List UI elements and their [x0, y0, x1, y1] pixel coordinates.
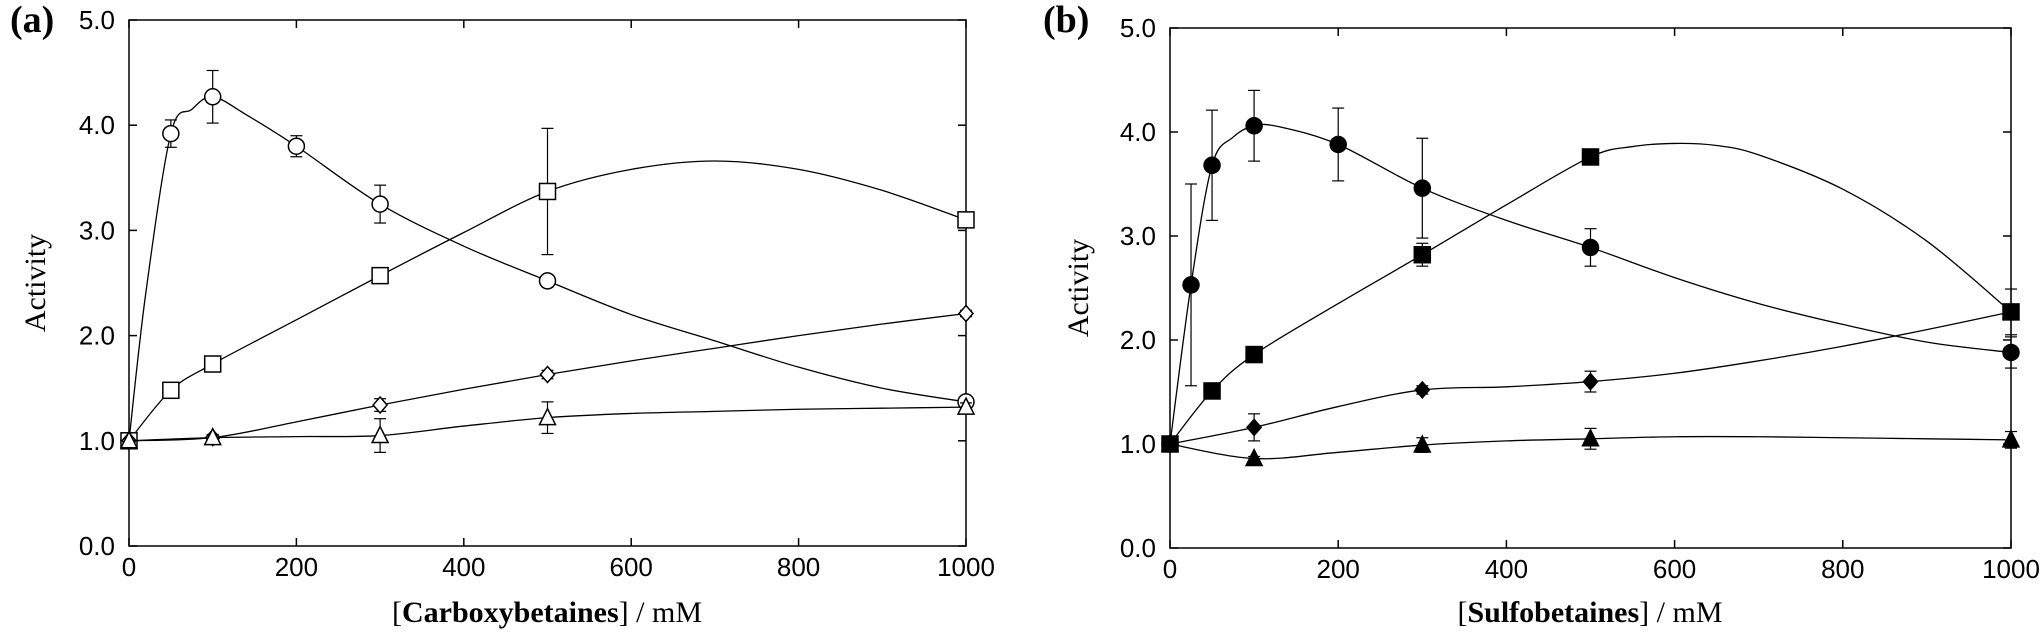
y-tick-label: 5.0: [79, 5, 115, 35]
data-point-triangle: [1160, 433, 1180, 452]
x-axis-title: [Carboxybetaines] / mM: [392, 596, 702, 629]
y-tick-labels: 0.0 1.0 2.0 3.0 4.0 5.0: [79, 5, 966, 561]
panel-label: (a): [10, 0, 54, 41]
data-point-diamond: [539, 365, 556, 384]
x-tick-labels: 0 200 400 600 800 1000: [122, 20, 995, 582]
y-tick-label: 3.0: [1120, 221, 1156, 251]
y-tick-labels: 0.0 1.0 2.0 3.0 4.0 5.0: [1120, 13, 2011, 563]
data-point-circle: [1329, 135, 1347, 154]
x-axis-title: [Sulfobetaines] / mM: [1457, 596, 1722, 629]
x-axis-title-suffix: ] / mM: [1639, 596, 1722, 629]
data-point-diamond: [1246, 418, 1263, 437]
y-tick-label: 1.0: [1120, 429, 1156, 459]
x-tick-label: 800: [1821, 554, 1864, 584]
x-tick-label: 1000: [937, 552, 995, 582]
series-0-curve: [1169, 123, 2012, 445]
x-axis-title-open: [: [1457, 596, 1467, 629]
data-point-square: [538, 182, 557, 201]
y-tick-label: 1.0: [79, 426, 115, 456]
x-axis-title-open: [: [392, 596, 402, 629]
data-point-circle: [371, 195, 389, 213]
y-tick-label: 5.0: [1120, 13, 1156, 43]
data-point-triangle: [370, 424, 390, 444]
plot-frame: [1169, 27, 2012, 549]
data-point-circle: [538, 272, 557, 290]
series-marks: [1160, 89, 2021, 467]
data-point-diamond: [1414, 380, 1431, 400]
data-point-circle: [203, 88, 222, 106]
data-point-square: [1203, 382, 1221, 400]
data-point-square: [1581, 148, 1600, 166]
data-point-diamond: [372, 395, 389, 415]
data-point-triangle: [1413, 434, 1432, 453]
data-point-triangle: [1244, 447, 1264, 467]
y-tick-label: 4.0: [79, 110, 115, 140]
data-point-square: [1245, 345, 1263, 364]
x-tick-label: 0: [1163, 554, 1177, 584]
data-point-triangle: [119, 430, 139, 449]
y-tick-label: 2.0: [79, 321, 115, 351]
data-point-square: [371, 266, 389, 285]
y-tick-label: 0.0: [1120, 533, 1156, 563]
chart-panel-sulfobetaines: (b) 0.0 1.0 2.0 3.0 4.0 5.0 0 200 400 600 800 1000…: [1043, 0, 2040, 629]
data-point-circle: [1203, 156, 1221, 175]
x-axis-title-suffix: ] / mM: [619, 596, 702, 629]
y-tick-label: 2.0: [1120, 325, 1156, 355]
x-tick-label: 600: [1653, 554, 1696, 584]
data-point-square: [162, 381, 180, 400]
x-tick-label: 400: [442, 552, 485, 582]
data-point-circle: [2002, 343, 2020, 362]
data-point-square: [1413, 245, 1432, 264]
data-point-triangle: [956, 396, 976, 415]
series-marks: [119, 69, 976, 453]
data-point-circle: [1581, 238, 1600, 257]
data-point-diamond: [2003, 302, 2019, 322]
chart-panel-carboxybetaines: (a) 0.0 1.0 2.0 3.0 4.0 5.0 0 200 400 600 800 1000…: [10, 0, 995, 629]
y-tick-label: 3.0: [79, 215, 115, 245]
data-point-circle: [1182, 276, 1200, 294]
x-axis-title-name: Sulfobetaines: [1467, 596, 1639, 629]
y-axis-title: Activity: [1062, 239, 1095, 337]
data-point-circle: [1413, 179, 1432, 197]
data-point-diamond: [1582, 372, 1599, 391]
x-tick-label: 400: [1485, 554, 1528, 584]
data-point-circle: [287, 137, 306, 155]
data-point-circle: [1245, 117, 1263, 135]
panel-label: (b): [1043, 0, 1089, 41]
data-point-square: [957, 211, 975, 229]
x-tick-label: 200: [275, 552, 318, 582]
plot-frame: [128, 19, 967, 547]
x-tick-label: 600: [610, 552, 653, 582]
data-point-square: [203, 355, 222, 373]
y-tick-label: 0.0: [79, 531, 115, 561]
x-tick-label: 200: [1317, 554, 1360, 584]
data-point-triangle: [1581, 428, 1600, 447]
x-tick-labels: 0 200 400 600 800 1000: [1163, 28, 2040, 584]
y-axis-title: Activity: [19, 234, 52, 332]
x-tick-label: 0: [122, 552, 136, 582]
series-1-curve: [1169, 142, 2012, 445]
data-point-circle: [162, 124, 180, 143]
data-point-triangle: [538, 406, 557, 426]
x-axis-title-name: Carboxybetaines: [402, 596, 619, 629]
x-tick-label: 1000: [1982, 554, 2040, 584]
data-point-triangle: [2001, 429, 2021, 448]
data-point-diamond: [958, 304, 974, 323]
x-tick-label: 800: [777, 552, 820, 582]
y-tick-label: 4.0: [1120, 117, 1156, 147]
data-point-triangle: [203, 426, 222, 446]
